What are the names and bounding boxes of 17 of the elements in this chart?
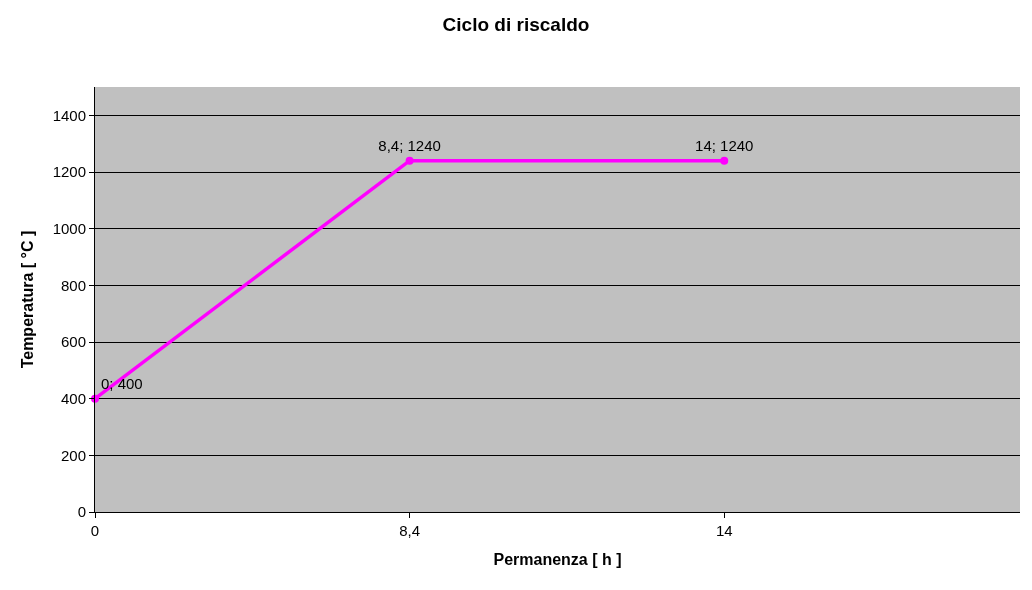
- y-tick-label: 1400: [52, 106, 86, 124]
- y-tick-label: 1200: [52, 163, 86, 181]
- chart-title: Ciclo di riscaldo: [442, 14, 590, 35]
- y-tick-label: 200: [60, 446, 86, 464]
- data-label: 0; 400: [101, 374, 143, 392]
- x-tick-label: 0: [90, 522, 100, 539]
- x-tick-label: 14: [715, 522, 733, 539]
- y-axis-title: Temperatura [ °C ]: [18, 230, 36, 369]
- y-tick-label: 600: [60, 333, 86, 351]
- x-tick-label: 8,4: [399, 522, 421, 539]
- y-tick-label: 1000: [52, 219, 86, 237]
- data-label: 14; 1240: [695, 136, 754, 154]
- y-tick-label: 800: [60, 276, 86, 294]
- data-label: 8,4; 1240: [378, 136, 441, 154]
- y-tick-label: 400: [60, 389, 86, 407]
- x-axis-title: Permanenza [ h ]: [493, 550, 622, 568]
- y-tick-label: 0: [77, 503, 86, 521]
